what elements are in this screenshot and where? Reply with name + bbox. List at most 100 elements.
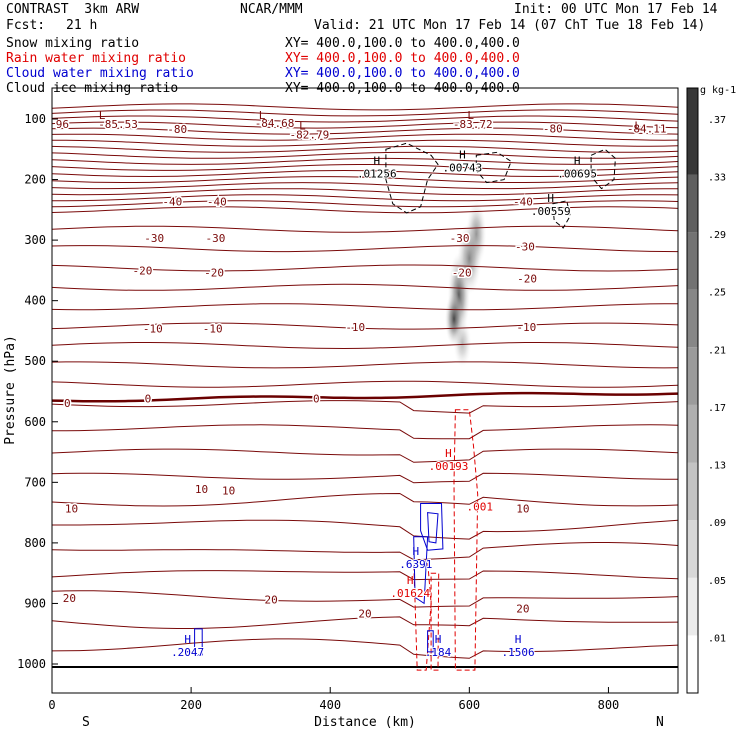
max-marker-2: H: [574, 154, 581, 167]
org-label: NCAR/MMM: [240, 2, 303, 17]
isotherm-line-6: [52, 139, 678, 147]
max-value-0: .01256: [357, 167, 397, 180]
isotherm-line-12: [52, 176, 678, 183]
isotherm-label-25: 0: [313, 392, 320, 405]
colorbar-tick-label-2: .09: [708, 518, 726, 529]
zero-isotherm-line: [52, 391, 678, 403]
max-marker-4: H: [445, 447, 452, 460]
isotherm-label-28: 10: [65, 503, 78, 516]
y-tick-label-8: 900: [24, 596, 46, 610]
isotherm-line-24: [52, 342, 678, 350]
field-xy-cloudwater: XY= 400.0,100.0 to 400.0,400.0: [285, 66, 520, 81]
valid-time: Valid: 21 UTC Mon 17 Feb 14 (07 ChT Tue …: [314, 18, 706, 33]
isotherm-label-0: -85.53: [98, 118, 138, 131]
cloud-water-contour-0: [420, 503, 444, 551]
x-tick-label-0: 0: [48, 698, 55, 712]
field-name-cloudwater: Cloud water mixing ratio: [6, 66, 194, 81]
x-tick-label-1: 200: [180, 698, 202, 712]
colorbar-tick-label-1: .05: [708, 576, 726, 587]
isotherm-line-30: [52, 472, 678, 484]
isotherm-line-36: [52, 616, 678, 629]
isotherm-line-16: [52, 200, 678, 208]
colorbar-swatch-7: [687, 232, 698, 290]
isotherm-line-11: [52, 169, 678, 178]
isotherm-line-18: [52, 225, 678, 233]
isotherm-label-24: 0: [145, 392, 152, 405]
temperature-contours: [52, 103, 678, 669]
isotherm-label-13: -30: [450, 232, 470, 245]
plot-frame: [51, 87, 679, 694]
y-tick-label-5: 600: [24, 415, 46, 429]
isotherm-label-11: -30: [144, 232, 164, 245]
max-value-8: .2047: [171, 646, 204, 659]
isotherm-line-27: [52, 400, 678, 414]
max-value-7: .01624: [390, 587, 430, 600]
isotherm-label-2: -82.79: [289, 128, 329, 141]
max-value-4: .00193: [429, 460, 469, 473]
isotherm-line-20: [52, 264, 678, 272]
cloud-water-contour-2: [413, 536, 429, 605]
isotherm-label-14: -30: [515, 240, 535, 253]
y-tick-label-6: 700: [24, 475, 46, 489]
max-value-1: .00743: [443, 161, 483, 174]
isotherm-line-8: [52, 151, 678, 159]
colorbar-frame: [686, 87, 699, 694]
colorbar-swatch-1: [687, 577, 698, 636]
isotherm-line-19: [52, 245, 678, 253]
max-value-10: .1506: [501, 646, 534, 659]
y-tick-label-4: 500: [24, 354, 46, 368]
x-tick-label-2: 400: [319, 698, 341, 712]
x-end-label-south: S: [82, 715, 90, 730]
init-time: Init: 00 UTC Mon 17 Feb 14: [514, 2, 718, 17]
cloud-ice-contour-0: [385, 142, 439, 214]
isotherm-label-23: 0: [64, 397, 71, 410]
isotherm-label-10: -40: [513, 196, 533, 209]
isotherm-line-4: [52, 127, 678, 135]
isotherm-label-27: 10: [222, 484, 235, 497]
isotherm-label-17: -20: [452, 266, 472, 279]
field-xy-rain: XY= 400.0,100.0 to 400.0,400.0: [285, 51, 520, 66]
rain-contour-0: [453, 409, 479, 671]
colorbar-tick-label-6: .25: [708, 288, 726, 299]
colorbar-swatch-8: [687, 174, 698, 233]
colorbar: .01 .05 .09 .13 .17 .21 .25 .29 .33 .37: [686, 87, 726, 694]
colorbar-swatch-0: [687, 635, 698, 693]
model-title: CONTRAST 3km ARW: [6, 2, 140, 17]
colorbar-tick-label-8: .33: [708, 172, 726, 183]
isotherm-line-33: [52, 542, 678, 561]
isotherm-line-35: [52, 590, 678, 608]
max-marker-3: H: [547, 192, 554, 205]
isotherm-line-34: [52, 570, 678, 581]
colorbar-tick-label-4: .17: [708, 403, 726, 414]
field-xy-snow: XY= 400.0,100.0 to 400.0,400.0: [285, 36, 520, 51]
y-tick-label-9: 1000: [17, 657, 46, 671]
max-marker-1: H: [459, 148, 466, 161]
isotherm-line-31: [52, 492, 678, 507]
field-name-snow: Snow mixing ratio: [6, 36, 140, 51]
isotherm-line-17: [52, 206, 678, 214]
max-marker-10: H: [515, 633, 522, 646]
max-marker-8: H: [184, 633, 191, 646]
fcst-value: 21 h: [66, 18, 98, 33]
cloud-ice-contour-2: [590, 148, 616, 190]
rain-contour-2: [430, 572, 440, 671]
max-value-2: .00695: [557, 167, 597, 180]
isotherm-line-29: [52, 448, 678, 463]
cloud-water-contour-1: [427, 512, 439, 544]
isotherm-label-1: -84.68: [255, 117, 295, 130]
isotherm-label-9: -40: [207, 196, 227, 209]
contour-labels: -85.53 -84.68-82.79 -83.72 -84.11 96 -80 -80 -4…: [54, 109, 668, 660]
colorbar-tick-label-0: .01: [708, 633, 726, 644]
isotherm-label-31: 20: [264, 593, 277, 606]
isotherm-line-26: [52, 380, 678, 388]
y-tick-label-7: 800: [24, 536, 46, 550]
rain-contour-1: [413, 560, 432, 671]
isotherm-line-1: [52, 109, 678, 117]
colorbar-tick-label-7: .29: [708, 230, 726, 241]
isotherm-label-18: -20: [517, 272, 537, 285]
y-tick-label-0: 100: [24, 112, 46, 126]
colorbar-swatch-3: [687, 462, 698, 521]
low-marker-4: L: [634, 119, 641, 132]
